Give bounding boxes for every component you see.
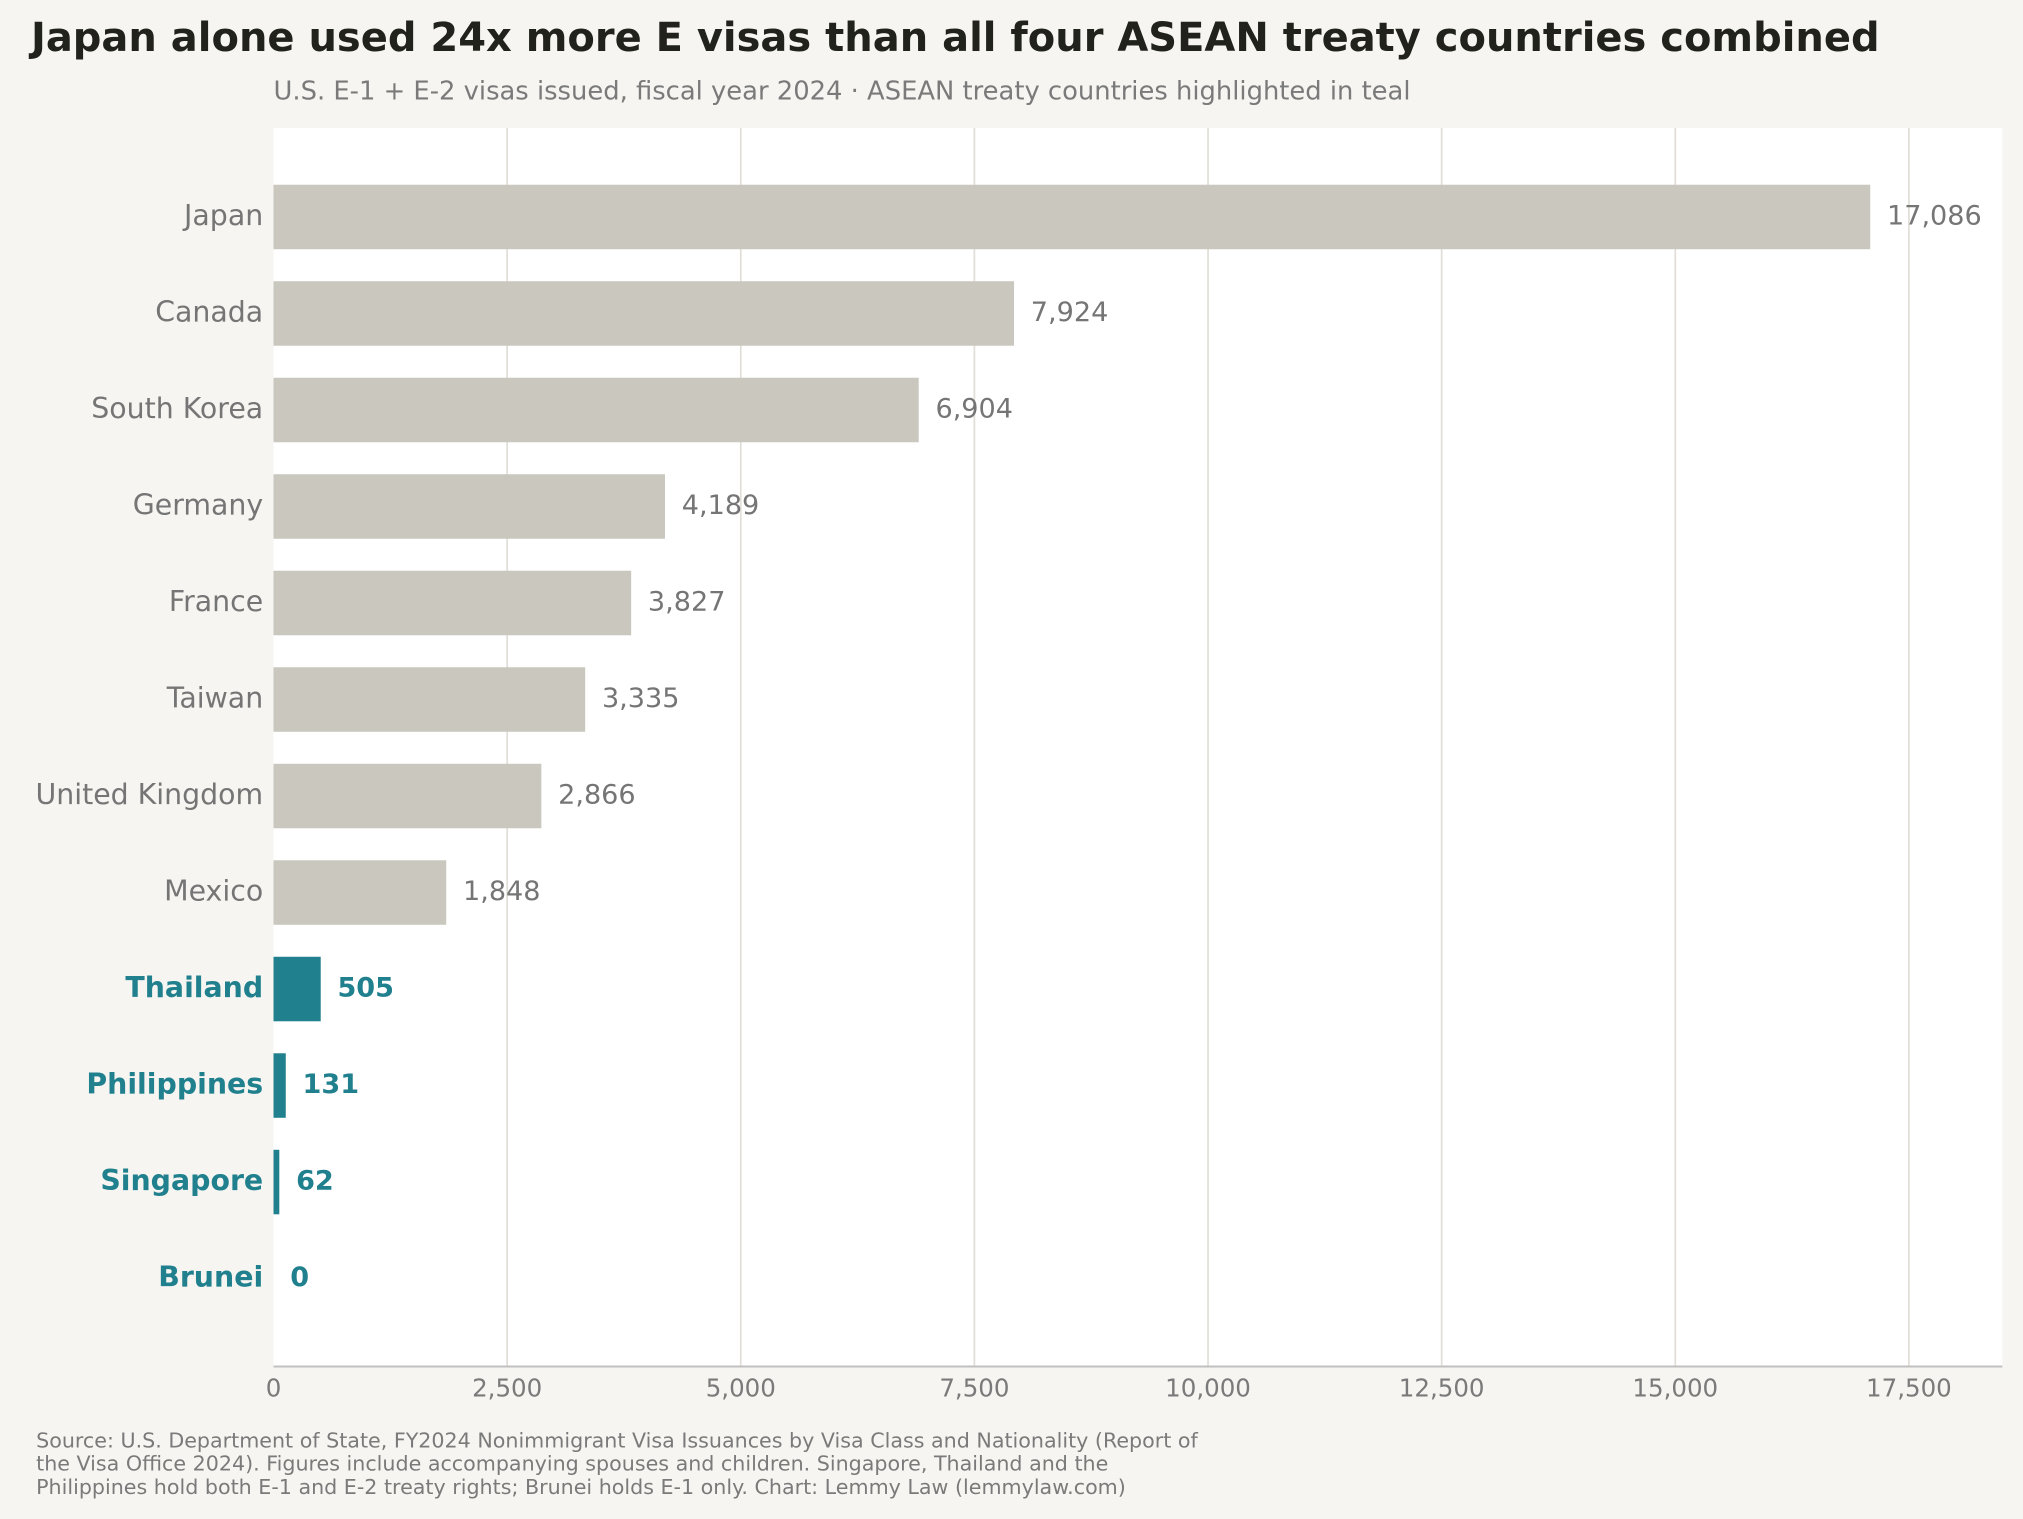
chart-title: Japan alone used 24x more E visas than a… xyxy=(28,15,1880,61)
bar xyxy=(273,667,586,732)
y-tick-label: France xyxy=(169,585,263,618)
chart-subtitle: U.S. E-1 + E-2 visas issued, fiscal year… xyxy=(274,76,1411,106)
y-tick-label: Brunei xyxy=(158,1261,263,1294)
value-label: 4,189 xyxy=(682,490,760,521)
bar xyxy=(273,1149,280,1215)
bar xyxy=(273,281,1015,346)
value-label: 505 xyxy=(337,973,394,1004)
x-tick-label: 10,000 xyxy=(1165,1374,1251,1403)
value-label: 62 xyxy=(296,1166,334,1197)
x-tick-label: 15,000 xyxy=(1632,1374,1718,1403)
bar xyxy=(273,184,1871,250)
y-tick-label: Canada xyxy=(155,295,263,328)
bar xyxy=(273,763,542,829)
x-tick-label: 17,500 xyxy=(1866,1374,1952,1403)
y-tick-label: Japan xyxy=(182,199,263,232)
source-note: Philippines hold both E-1 and E-2 treaty… xyxy=(36,1475,1126,1499)
x-tick-label: 7,500 xyxy=(939,1374,1009,1403)
y-tick-label: Germany xyxy=(133,488,263,521)
x-tick-label: 12,500 xyxy=(1399,1374,1485,1403)
value-label: 3,827 xyxy=(648,587,726,618)
value-label: 131 xyxy=(303,1069,360,1100)
bar xyxy=(273,377,919,443)
source-note: Source: U.S. Department of State, FY2024… xyxy=(36,1428,1198,1452)
value-label: 0 xyxy=(290,1262,309,1293)
x-tick-label: 5,000 xyxy=(706,1374,776,1403)
y-tick-label: South Korea xyxy=(91,392,263,425)
y-tick-label: Taiwan xyxy=(166,682,264,715)
value-label: 6,904 xyxy=(935,393,1013,424)
value-label: 7,924 xyxy=(1031,297,1109,328)
bar xyxy=(273,570,632,636)
bar xyxy=(273,860,447,925)
y-tick-label: Philippines xyxy=(86,1068,263,1101)
y-tick-label: United Kingdom xyxy=(35,778,263,811)
value-label: 17,086 xyxy=(1887,200,1982,231)
value-label: 2,866 xyxy=(558,780,636,811)
y-tick-label: Singapore xyxy=(100,1164,263,1197)
value-label: 1,848 xyxy=(463,876,541,907)
bar xyxy=(273,956,321,1022)
y-tick-label: Thailand xyxy=(125,971,263,1004)
bar xyxy=(273,474,665,539)
source-note: the Visa Office 2024). Figures include a… xyxy=(36,1452,1108,1476)
x-tick-label: 0 xyxy=(266,1374,282,1403)
x-tick-label: 2,500 xyxy=(472,1374,542,1403)
y-tick-label: Mexico xyxy=(164,875,263,908)
bar xyxy=(273,1053,286,1118)
value-label: 3,335 xyxy=(602,683,680,714)
